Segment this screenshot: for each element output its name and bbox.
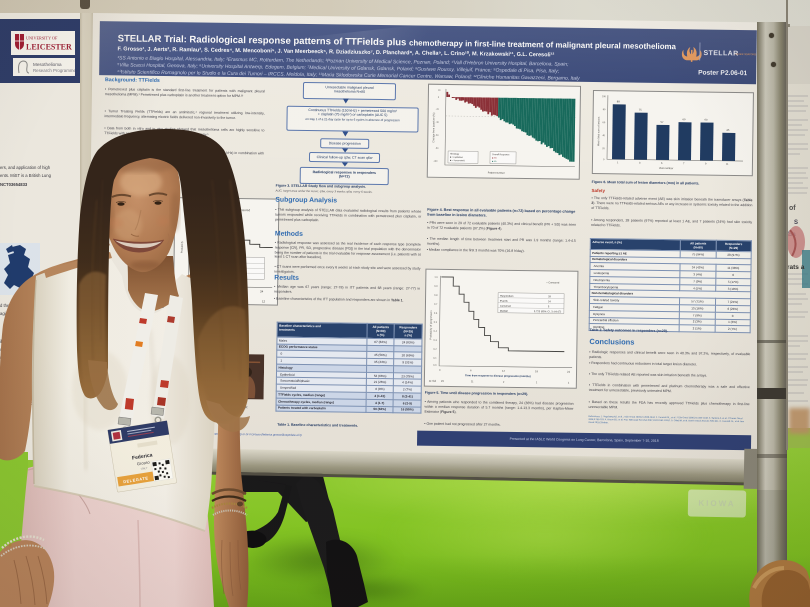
svg-text:• Censored: • Censored: [235, 208, 250, 212]
svg-text:1.0: 1.0: [434, 276, 438, 279]
svg-text:0: 0: [439, 368, 441, 372]
svg-text:45: 45: [726, 128, 729, 132]
svg-text:rats a: rats a: [787, 264, 805, 271]
svg-text:0.7: 0.7: [434, 303, 438, 306]
svg-text:60: 60: [602, 121, 605, 124]
svg-text:Mesothelioma: Mesothelioma: [33, 62, 62, 67]
svg-text:STELLAR: STELLAR: [703, 50, 738, 57]
svg-text:24: 24: [567, 370, 570, 374]
svg-text:0.2: 0.2: [433, 348, 437, 351]
svg-text:of: of: [789, 205, 796, 212]
svg-text:Change from baseline (%): Change from baseline (%): [431, 112, 435, 142]
svg-text:Events: Events: [500, 300, 508, 303]
svg-text:Mean total sum of lesions: Mean total sum of lesions: [596, 116, 600, 146]
svg-text:24: 24: [548, 300, 551, 303]
svg-text:18: 18: [535, 369, 538, 373]
svg-text:11: 11: [726, 163, 729, 166]
svg-text:0.3: 0.3: [433, 339, 437, 342]
svg-text:+ Censored: + Censored: [546, 281, 560, 284]
svg-text:Median: Median: [500, 310, 509, 313]
svg-text:INVESTIGATORS: INVESTIGATORS: [735, 52, 756, 56]
svg-text:7: 7: [683, 162, 685, 165]
svg-text:0.6: 0.6: [434, 312, 438, 315]
svg-text:Probability: Probability: [180, 240, 184, 253]
svg-text:1: 1: [617, 161, 619, 164]
svg-text:-40: -40: [435, 122, 439, 124]
svg-text:0.0: 0.0: [433, 364, 437, 367]
svg-text:Responders: Responders: [500, 295, 514, 298]
svg-text:■ = Sarcomatoid: ■ = Sarcomatoid: [450, 159, 465, 162]
svg-text:75: 75: [639, 108, 642, 112]
svg-text:Federica: Federica: [132, 452, 153, 461]
svg-text:3: 3: [639, 162, 641, 165]
svg-text:24: 24: [260, 289, 264, 293]
svg-text:Grosso: Grosso: [136, 459, 150, 466]
svg-text:Visit number: Visit number: [659, 166, 674, 170]
svg-text:29: 29: [441, 379, 444, 383]
svg-text:■ PR: ■ PR: [492, 157, 497, 160]
svg-text:9: 9: [705, 163, 707, 166]
svg-text:5: 5: [548, 305, 550, 308]
svg-text:40: 40: [602, 134, 605, 137]
svg-text:100: 100: [602, 95, 607, 98]
svg-text:88: 88: [617, 99, 620, 103]
svg-text:Patient number: Patient number: [488, 172, 505, 175]
svg-text:0.5: 0.5: [434, 321, 438, 324]
svg-text:ITALY: ITALY: [140, 466, 148, 471]
svg-text:1: 1: [568, 381, 570, 385]
svg-text:2: 2: [503, 380, 505, 384]
svg-text:-20: -20: [436, 109, 440, 111]
svg-text:0.4: 0.4: [434, 330, 438, 333]
svg-text:Histology: Histology: [450, 152, 460, 155]
svg-text:20: 20: [602, 147, 605, 150]
svg-text:Time from response to disease: Time from response to disease progressio…: [465, 373, 531, 378]
svg-text:0.9: 0.9: [434, 285, 438, 288]
svg-text:1: 1: [536, 380, 538, 384]
svg-text:20: 20: [438, 90, 441, 92]
svg-text:57: 57: [661, 120, 664, 124]
svg-text:DELEGATE: DELEGATE: [123, 475, 149, 484]
svg-text:12: 12: [262, 299, 266, 303]
svg-text:Overall Response: Overall Response: [492, 153, 510, 156]
svg-text:5.723 (95% CI, 3.4-8.07): 5.723 (95% CI, 3.4-8.07): [534, 310, 562, 313]
svg-text:S: S: [794, 220, 798, 226]
svg-text:11: 11: [471, 379, 474, 383]
svg-text:29: 29: [548, 295, 551, 298]
svg-text:-60: -60: [435, 135, 439, 137]
svg-text:5: 5: [661, 162, 663, 165]
svg-text:80: 80: [603, 108, 606, 111]
svg-text:At risk: At risk: [429, 379, 437, 383]
svg-text:0: 0: [603, 158, 605, 161]
svg-text:0.1: 0.1: [433, 357, 437, 360]
svg-text:12: 12: [502, 369, 505, 373]
svg-text:60: 60: [683, 117, 686, 121]
svg-text:-100: -100: [433, 161, 438, 163]
svg-text:0.8: 0.8: [434, 294, 438, 297]
svg-text:-80: -80: [435, 148, 439, 150]
svg-text:Research Programme: Research Programme: [33, 68, 75, 73]
svg-text:■ SD: ■ SD: [492, 160, 497, 163]
svg-text:LEICESTER: LEICESTER: [26, 43, 72, 52]
svg-text:0: 0: [438, 97, 440, 99]
svg-text:Censored: Censored: [500, 305, 511, 308]
svg-text:■ = Epithelioid: ■ = Epithelioid: [450, 156, 463, 159]
svg-text:Probability of progression: Probability of progression: [428, 310, 432, 340]
svg-text:60: 60: [705, 118, 708, 122]
svg-text:6: 6: [470, 368, 472, 372]
svg-text:UNIVERSITY OF: UNIVERSITY OF: [26, 36, 58, 41]
